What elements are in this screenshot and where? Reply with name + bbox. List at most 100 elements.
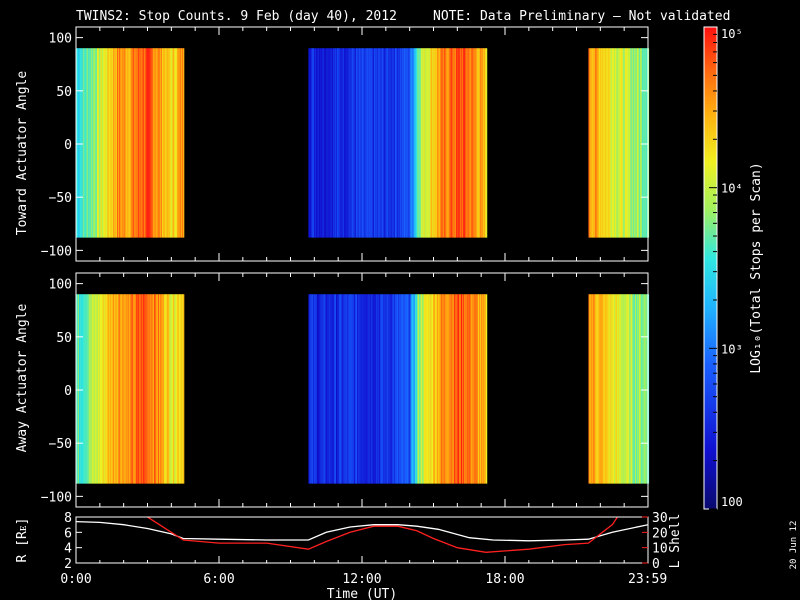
heatmap-column bbox=[418, 294, 420, 484]
heatmap-column bbox=[178, 294, 181, 484]
heatmap-column bbox=[161, 294, 164, 484]
heatmap-column bbox=[450, 294, 452, 484]
heatmap-column bbox=[158, 294, 161, 484]
heatmap-column bbox=[592, 294, 594, 484]
heatmap-column bbox=[469, 48, 472, 238]
heatmap-column bbox=[603, 294, 606, 484]
heatmap-column bbox=[150, 48, 152, 238]
heatmap-column bbox=[389, 48, 391, 238]
heatmap-column bbox=[172, 48, 174, 238]
heatmap-column bbox=[630, 48, 632, 238]
heatmap-column bbox=[350, 48, 352, 238]
heatmap-column bbox=[606, 294, 609, 484]
heatmap-column bbox=[156, 48, 158, 238]
heatmap-column bbox=[588, 48, 590, 238]
heatmap-column bbox=[370, 48, 372, 238]
heatmap-column bbox=[141, 48, 144, 238]
heatmap-column bbox=[445, 48, 448, 238]
heatmap-column bbox=[109, 294, 111, 484]
heatmap-column bbox=[366, 48, 369, 238]
heatmap-column bbox=[125, 48, 128, 238]
heatmap-column bbox=[430, 294, 432, 484]
heatmap-column bbox=[175, 48, 177, 238]
heatmap-column bbox=[354, 294, 356, 484]
y-tick-label: −100 bbox=[41, 490, 72, 505]
heatmap-column bbox=[618, 294, 621, 484]
heatmap-column bbox=[442, 294, 445, 484]
heatmap-column bbox=[426, 48, 429, 238]
heatmap-column bbox=[113, 48, 115, 238]
heatmap-column bbox=[82, 48, 85, 238]
heatmap-column bbox=[106, 294, 109, 484]
heatmap-column bbox=[145, 48, 148, 238]
heatmap-column bbox=[628, 48, 631, 238]
heatmap-column bbox=[378, 294, 381, 484]
heatmap-column bbox=[113, 294, 115, 484]
heatmap-column bbox=[639, 48, 642, 238]
heatmap-column bbox=[640, 294, 643, 484]
heatmap-column bbox=[609, 48, 611, 238]
heatmap-column bbox=[464, 294, 467, 484]
heatmap-column bbox=[114, 48, 116, 238]
heatmap-column bbox=[469, 294, 472, 484]
heatmap-column bbox=[315, 294, 317, 484]
heatmap-column bbox=[98, 294, 101, 484]
heatmap-column bbox=[149, 48, 151, 238]
heatmap-column bbox=[463, 294, 466, 484]
heatmap-column bbox=[116, 294, 119, 484]
heatmap-column bbox=[436, 294, 438, 484]
heatmap-column bbox=[88, 48, 90, 238]
heatmap-column bbox=[76, 48, 78, 238]
heatmap-column bbox=[316, 294, 319, 484]
heatmap-column bbox=[605, 48, 608, 238]
heatmap-column bbox=[92, 294, 94, 484]
heatmap-column bbox=[374, 294, 376, 484]
heatmap-column bbox=[641, 294, 644, 484]
heatmap-column bbox=[123, 294, 126, 484]
heatmap-column bbox=[142, 294, 145, 484]
heatmap-column bbox=[373, 294, 375, 484]
heatmap-column bbox=[368, 294, 370, 484]
heatmap-column bbox=[107, 294, 110, 484]
heatmap-column bbox=[178, 48, 181, 238]
heatmap-column bbox=[148, 294, 150, 484]
heatmap-column bbox=[153, 294, 155, 484]
y-tick-label: 100 bbox=[49, 278, 72, 293]
heatmap-column bbox=[127, 48, 130, 238]
heatmap-column bbox=[111, 294, 113, 484]
heatmap-column bbox=[348, 294, 350, 484]
heatmap-column bbox=[633, 48, 635, 238]
heatmap-column bbox=[458, 294, 460, 484]
heatmap-column bbox=[79, 48, 82, 238]
heatmap-column bbox=[391, 294, 393, 484]
heatmap-column bbox=[150, 294, 152, 484]
heatmap-column bbox=[413, 294, 415, 484]
heatmap-column bbox=[431, 294, 433, 484]
heatmap-column bbox=[596, 294, 598, 484]
heatmap-column bbox=[327, 48, 329, 238]
heatmap-column bbox=[597, 48, 599, 238]
heatmap-column bbox=[465, 294, 468, 484]
heatmap-column bbox=[318, 294, 321, 484]
heatmap-column bbox=[166, 48, 169, 238]
heatmap-column bbox=[459, 294, 462, 484]
heatmap-column bbox=[627, 294, 630, 484]
heatmap-column bbox=[137, 294, 139, 484]
heatmap-column bbox=[103, 294, 106, 484]
heatmap-column bbox=[449, 294, 452, 484]
heatmap-column bbox=[112, 48, 114, 238]
heatmap-column bbox=[158, 48, 161, 238]
heatmap-column bbox=[409, 48, 411, 238]
heatmap-column bbox=[439, 294, 442, 484]
heatmap-column bbox=[182, 294, 185, 484]
heatmap-column bbox=[356, 48, 358, 238]
y-tick-label: 100 bbox=[49, 32, 72, 47]
heatmap-column bbox=[324, 48, 327, 238]
heatmap-column bbox=[626, 48, 629, 238]
heatmap-column bbox=[157, 294, 160, 484]
heatmap-column bbox=[347, 48, 350, 238]
heatmap-column bbox=[96, 48, 98, 238]
heatmap-column bbox=[93, 294, 95, 484]
heatmap-column bbox=[92, 48, 94, 238]
heatmap-column bbox=[472, 294, 474, 484]
